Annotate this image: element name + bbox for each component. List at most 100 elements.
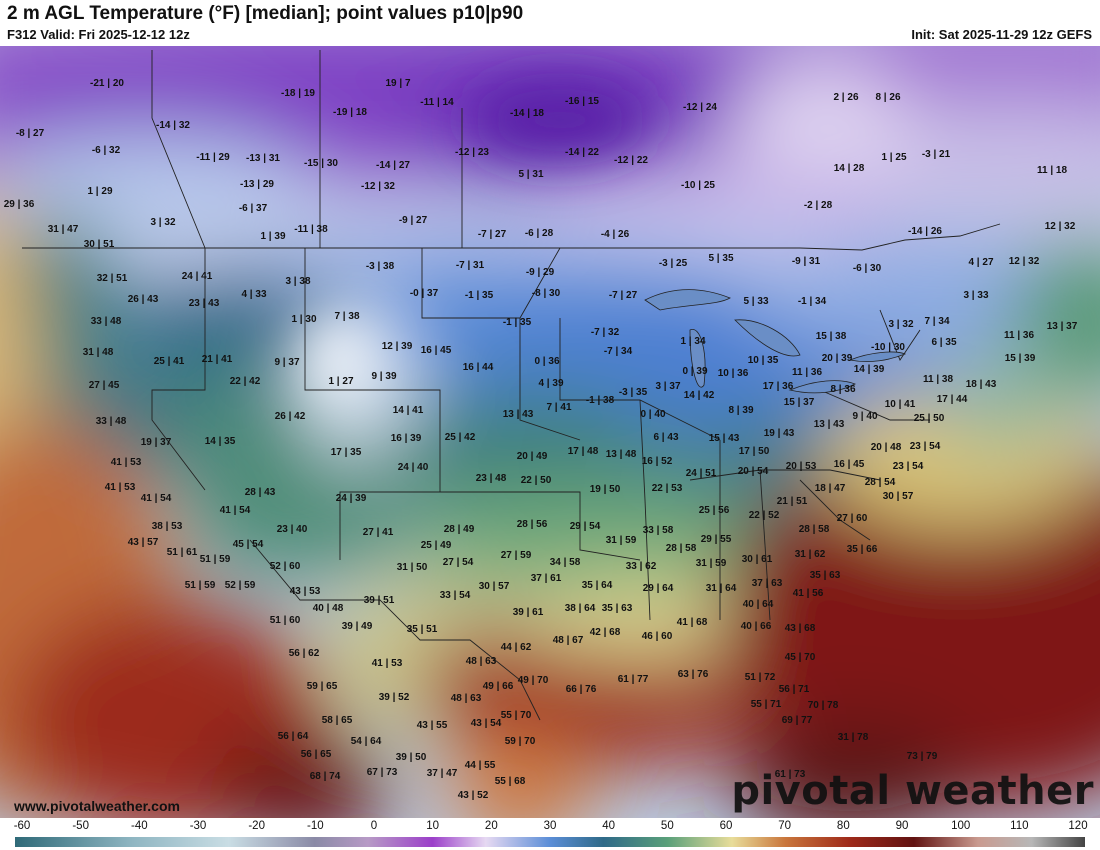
point-value: 30 | 61 xyxy=(742,554,773,565)
point-value: 67 | 73 xyxy=(367,767,398,778)
point-value: 56 | 64 xyxy=(278,731,309,742)
point-value: 4 | 39 xyxy=(538,378,563,389)
point-value: 27 | 54 xyxy=(443,557,474,568)
point-value: 31 | 78 xyxy=(838,732,869,743)
point-value: -8 | 30 xyxy=(532,288,561,299)
point-value: 70 | 78 xyxy=(808,700,839,711)
point-value: -14 | 26 xyxy=(908,226,942,237)
colorbar-tick: 10 xyxy=(426,820,440,832)
point-value: 11 | 38 xyxy=(923,374,953,385)
point-value: 9 | 37 xyxy=(274,357,299,368)
point-value: -10 | 30 xyxy=(871,342,905,353)
point-value: -14 | 18 xyxy=(510,108,544,119)
point-value: 41 | 54 xyxy=(220,505,251,516)
point-value: 43 | 52 xyxy=(458,790,489,801)
point-value: 28 | 56 xyxy=(517,519,548,530)
temperature-map[interactable]: -21 | 20 19 | 7 -18 | 19 -11 | 14 -16 | 15 -1… xyxy=(0,46,1100,818)
point-value: 1 | 25 xyxy=(881,152,906,163)
point-value: 18 | 47 xyxy=(815,483,846,494)
point-value: 11 | 36 xyxy=(1004,330,1034,341)
colorbar-tick: 50 xyxy=(660,820,674,832)
colorbar-tick: 80 xyxy=(836,820,850,832)
point-value: 35 | 64 xyxy=(582,580,613,591)
point-value: 38 | 53 xyxy=(152,521,183,532)
website-url[interactable]: www.pivotalweather.com xyxy=(14,798,180,814)
point-value: 11 | 18 xyxy=(1037,165,1067,176)
point-value: 43 | 68 xyxy=(785,623,816,634)
temperature-field xyxy=(0,46,1100,818)
point-value: 51 | 59 xyxy=(185,580,216,591)
point-value: 25 | 49 xyxy=(421,540,452,551)
point-value: 16 | 45 xyxy=(834,459,865,470)
point-value: 8 | 39 xyxy=(728,405,753,416)
point-value: 58 | 65 xyxy=(322,715,353,726)
valid-time: F312 Valid: Fri 2025-12-12 12z xyxy=(7,27,190,42)
point-value: 41 | 53 xyxy=(111,457,142,468)
colorbar-gradient xyxy=(15,837,1085,847)
point-value: 52 | 60 xyxy=(270,561,301,572)
point-value: 17 | 48 xyxy=(568,446,599,457)
point-value: 19 | 43 xyxy=(764,428,795,439)
colorbar-tick: 100 xyxy=(951,820,971,832)
point-value: 1 | 27 xyxy=(328,376,353,387)
point-value: 25 | 56 xyxy=(699,505,730,516)
point-value: 29 | 64 xyxy=(643,583,674,594)
point-value: 37 | 61 xyxy=(531,573,562,584)
point-value: 14 | 39 xyxy=(854,364,885,375)
point-value: -1 | 34 xyxy=(798,296,827,307)
colorbar-tick: 70 xyxy=(778,820,792,832)
colorbar-tick: -30 xyxy=(189,820,207,832)
point-value: 27 | 41 xyxy=(363,527,394,538)
point-value: 24 | 41 xyxy=(182,271,213,282)
point-value: 20 | 39 xyxy=(822,353,853,364)
point-value: 27 | 60 xyxy=(837,513,868,524)
point-value: -9 | 27 xyxy=(399,215,428,226)
point-value: 48 | 63 xyxy=(451,693,482,704)
point-value: 1 | 29 xyxy=(87,186,112,197)
point-value: 27 | 59 xyxy=(501,550,532,561)
point-value: 3 | 38 xyxy=(285,276,310,287)
point-value: -13 | 31 xyxy=(246,153,280,164)
point-value: -3 | 38 xyxy=(366,261,395,272)
colorbar-tick: -40 xyxy=(131,820,148,832)
point-value: 13 | 37 xyxy=(1047,321,1078,332)
point-value: -21 | 20 xyxy=(90,78,124,89)
point-value: 7 | 34 xyxy=(924,316,949,327)
point-value: 14 | 35 xyxy=(205,436,236,447)
point-value: -19 | 18 xyxy=(333,107,367,118)
map-title: 2 m AGL Temperature (°F) [median]; point… xyxy=(7,3,524,24)
point-value: 31 | 59 xyxy=(606,535,637,546)
point-value: 28 | 58 xyxy=(799,524,830,535)
point-value: -15 | 30 xyxy=(304,158,338,169)
point-value: 29 | 36 xyxy=(4,199,35,210)
point-value: 30 | 51 xyxy=(84,239,115,250)
point-value: 23 | 48 xyxy=(476,473,507,484)
point-value: 4 | 33 xyxy=(241,289,266,300)
point-value: 55 | 70 xyxy=(501,710,532,721)
point-value: -3 | 25 xyxy=(659,258,688,269)
point-value: 9 | 39 xyxy=(371,371,396,382)
point-value: 15 | 38 xyxy=(816,331,847,342)
brand-logo: pivotal weather xyxy=(731,768,1094,814)
point-values: -21 | 20 19 | 7 -18 | 19 -11 | 14 -16 | 15 -1… xyxy=(4,78,1078,801)
point-value: 66 | 76 xyxy=(566,684,597,695)
point-value: 6 | 43 xyxy=(653,432,678,443)
point-value: 19 | 37 xyxy=(141,437,172,448)
point-value: 1 | 30 xyxy=(291,314,316,325)
point-value: -16 | 15 xyxy=(565,96,599,107)
point-value: 39 | 49 xyxy=(342,621,373,632)
point-value: 59 | 70 xyxy=(505,736,536,747)
point-value: 11 | 36 xyxy=(792,367,822,378)
point-value: 24 | 40 xyxy=(398,462,429,473)
point-value: 33 | 48 xyxy=(91,316,122,327)
point-value: 7 | 41 xyxy=(546,402,571,413)
point-value: 39 | 51 xyxy=(364,595,395,606)
point-value: 26 | 42 xyxy=(275,411,306,422)
point-value: 18 | 43 xyxy=(966,379,997,390)
point-value: 19 | 50 xyxy=(590,484,621,495)
point-value: 9 | 40 xyxy=(852,411,877,422)
point-value: 13 | 48 xyxy=(606,449,637,460)
point-value: 56 | 65 xyxy=(301,749,332,760)
point-value: 41 | 56 xyxy=(793,588,824,599)
point-value: -12 | 24 xyxy=(683,102,717,113)
